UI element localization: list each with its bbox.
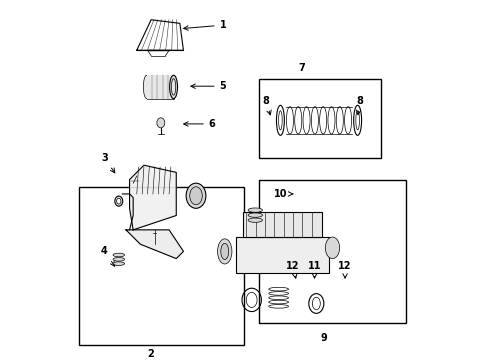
Text: 2: 2 (147, 349, 154, 359)
Ellipse shape (117, 198, 121, 204)
Ellipse shape (247, 213, 262, 217)
Ellipse shape (113, 253, 124, 257)
Text: 9: 9 (320, 333, 326, 343)
Ellipse shape (143, 75, 149, 99)
Ellipse shape (115, 196, 122, 206)
Ellipse shape (186, 183, 205, 208)
Polygon shape (129, 165, 176, 230)
Ellipse shape (113, 262, 124, 265)
Text: 5: 5 (190, 81, 226, 91)
Text: 6: 6 (183, 119, 215, 129)
Text: 1: 1 (183, 20, 226, 30)
Text: 12: 12 (338, 261, 351, 278)
Bar (146, 75, 173, 99)
Ellipse shape (217, 239, 231, 264)
Text: 8: 8 (262, 95, 271, 115)
Text: 3: 3 (101, 153, 115, 173)
Ellipse shape (247, 218, 262, 222)
Text: 11: 11 (307, 261, 321, 278)
Text: 10: 10 (273, 189, 292, 199)
Ellipse shape (221, 243, 228, 260)
Ellipse shape (157, 118, 164, 128)
Ellipse shape (189, 187, 202, 205)
Text: 8: 8 (355, 95, 362, 115)
Ellipse shape (113, 257, 124, 261)
Ellipse shape (325, 237, 339, 258)
Text: 12: 12 (285, 261, 299, 278)
Bar (258, 79, 380, 158)
Bar (79, 187, 244, 345)
Ellipse shape (171, 79, 175, 95)
Bar (242, 212, 321, 237)
Bar (235, 237, 328, 273)
Bar (258, 180, 406, 323)
Ellipse shape (169, 75, 177, 99)
Polygon shape (126, 230, 183, 258)
Ellipse shape (247, 208, 262, 212)
Text: 7: 7 (298, 63, 305, 73)
Text: 4: 4 (101, 246, 115, 266)
